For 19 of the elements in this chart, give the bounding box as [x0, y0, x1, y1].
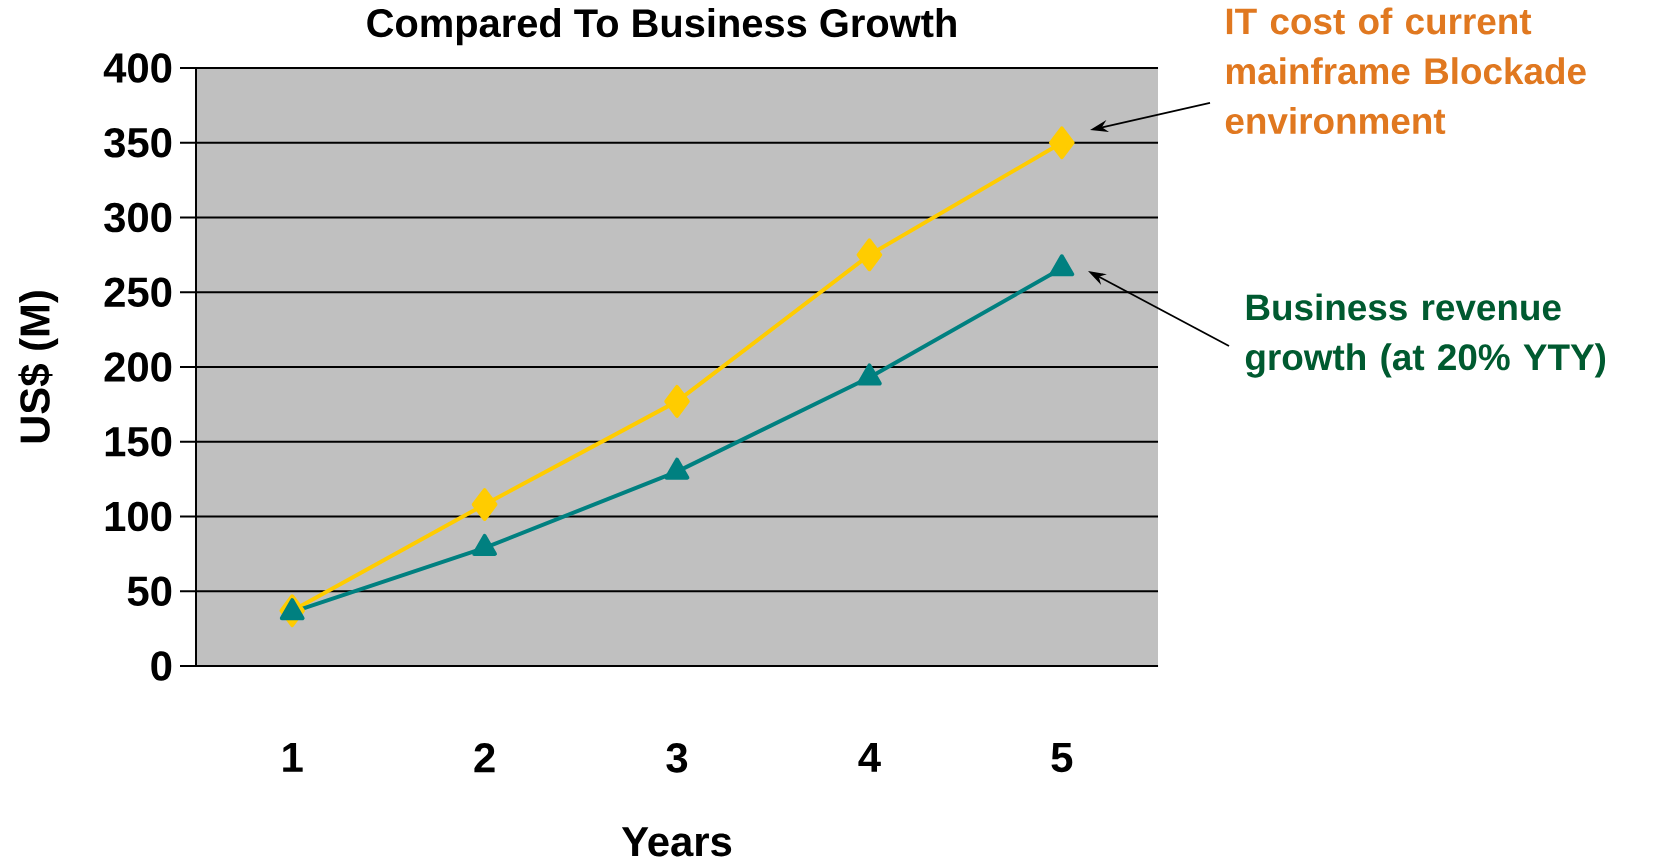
chart-title: Compared To Business Growth — [367, 8, 956, 46]
x-axis-title: Years — [621, 827, 732, 857]
x-tick-label: 1 — [283, 743, 303, 772]
y-tick-label: 400 — [103, 53, 172, 83]
text: Business revenue growth (at 20% YTY) — [1245, 293, 1606, 378]
y-tick-label: 150 — [105, 426, 172, 457]
x-tick-label: 3 — [666, 743, 688, 773]
y-tick-label: 200 — [104, 352, 172, 382]
y-axis-title: US$ (M) — [18, 291, 59, 443]
y-tick-label: 100 — [105, 501, 172, 532]
y-tick-label: 350 — [104, 127, 172, 158]
x-tick-label: 2 — [474, 743, 495, 773]
x-tick-label: 4 — [858, 743, 881, 772]
y-tick-label: 250 — [104, 277, 172, 308]
y-tick-label: 50 — [127, 576, 172, 607]
x-tick-label: 5 — [1051, 743, 1073, 773]
y-tick-label: 300 — [104, 202, 172, 233]
y-tick-label: 0 — [151, 651, 172, 681]
text: IT cost of current mainframe Blockade environment — [1225, 7, 1586, 135]
